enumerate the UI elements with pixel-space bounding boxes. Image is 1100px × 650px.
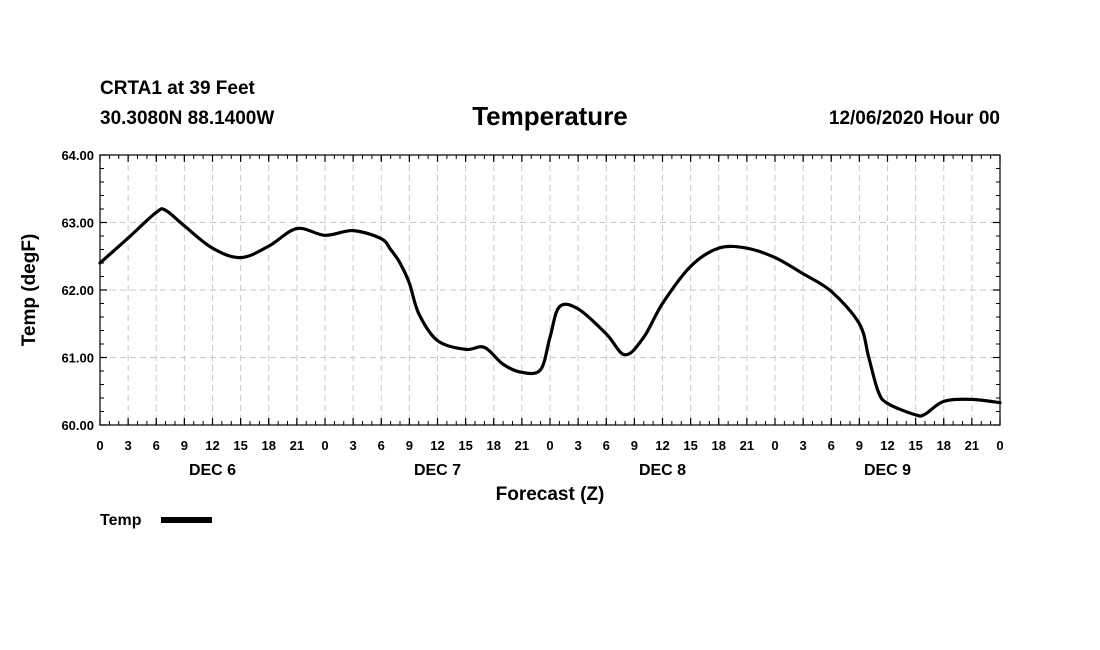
y-tick-label: 61.00 [61,351,94,366]
x-tick-label: 15 [683,438,697,453]
x-tick-label: 9 [856,438,863,453]
x-tick-label: 9 [406,438,413,453]
x-tick-label: 21 [290,438,304,453]
location-label: 30.3080N 88.1400W [100,108,274,129]
x-tick-label: 18 [712,438,726,453]
y-axis-ticks: 60.00 61.00 62.00 63.00 64.00 [61,148,1000,433]
x-tick-label: 9 [181,438,188,453]
x-tick-label: 15 [908,438,922,453]
y-tick-label: 60.00 [61,418,94,433]
x-tick-label: 9 [631,438,638,453]
temp-series-line [98,207,1002,418]
x-tick-label: 0 [321,438,328,453]
legend: Temp [100,512,212,529]
chart-title: Temperature [472,101,628,131]
y-axis-title: Temp (degF) [19,234,40,347]
y-tick-label: 63.00 [61,216,94,231]
x-tick-label: 18 [487,438,501,453]
y-tick-label: 62.00 [61,283,94,298]
day-label: DEC 6 [189,462,236,479]
x-tick-label: 12 [655,438,669,453]
x-tick-label: 18 [262,438,276,453]
x-axis-title: Forecast (Z) [496,484,605,505]
x-tick-label: 0 [996,438,1003,453]
day-label: DEC 9 [864,462,911,479]
x-tick-label: 12 [205,438,219,453]
y-tick-label: 64.00 [61,148,94,163]
x-axis-ticks: 0 3 6 9 12 15 18 21 0 3 6 9 12 15 18 21 0 3 6 9 12 15 18 21 0 3 6 9… [96,155,1004,453]
x-tick-label: 6 [828,438,835,453]
x-tick-label: 12 [430,438,444,453]
x-tick-label: 15 [458,438,472,453]
x-tick-label: 0 [771,438,778,453]
x-tick-label: 6 [603,438,610,453]
legend-label: Temp [100,512,142,529]
x-tick-label: 3 [125,438,132,453]
grid [100,155,1000,425]
x-tick-label: 18 [937,438,951,453]
day-label: DEC 8 [639,462,686,479]
station-label: CRTA1 at 39 Feet [100,78,256,99]
x-tick-label: 21 [965,438,979,453]
x-tick-label: 3 [800,438,807,453]
x-tick-label: 3 [575,438,582,453]
x-tick-label: 6 [378,438,385,453]
day-label: DEC 7 [414,462,461,479]
x-tick-label: 21 [515,438,529,453]
run-time-label: 12/06/2020 Hour 00 [829,108,1000,129]
x-tick-label: 12 [880,438,894,453]
x-tick-label: 0 [546,438,553,453]
x-tick-label: 6 [153,438,160,453]
x-tick-label: 0 [96,438,103,453]
x-tick-label: 3 [350,438,357,453]
x-tick-label: 15 [233,438,247,453]
day-labels: DEC 6 DEC 7 DEC 8 DEC 9 [189,462,911,479]
x-tick-label: 21 [740,438,754,453]
